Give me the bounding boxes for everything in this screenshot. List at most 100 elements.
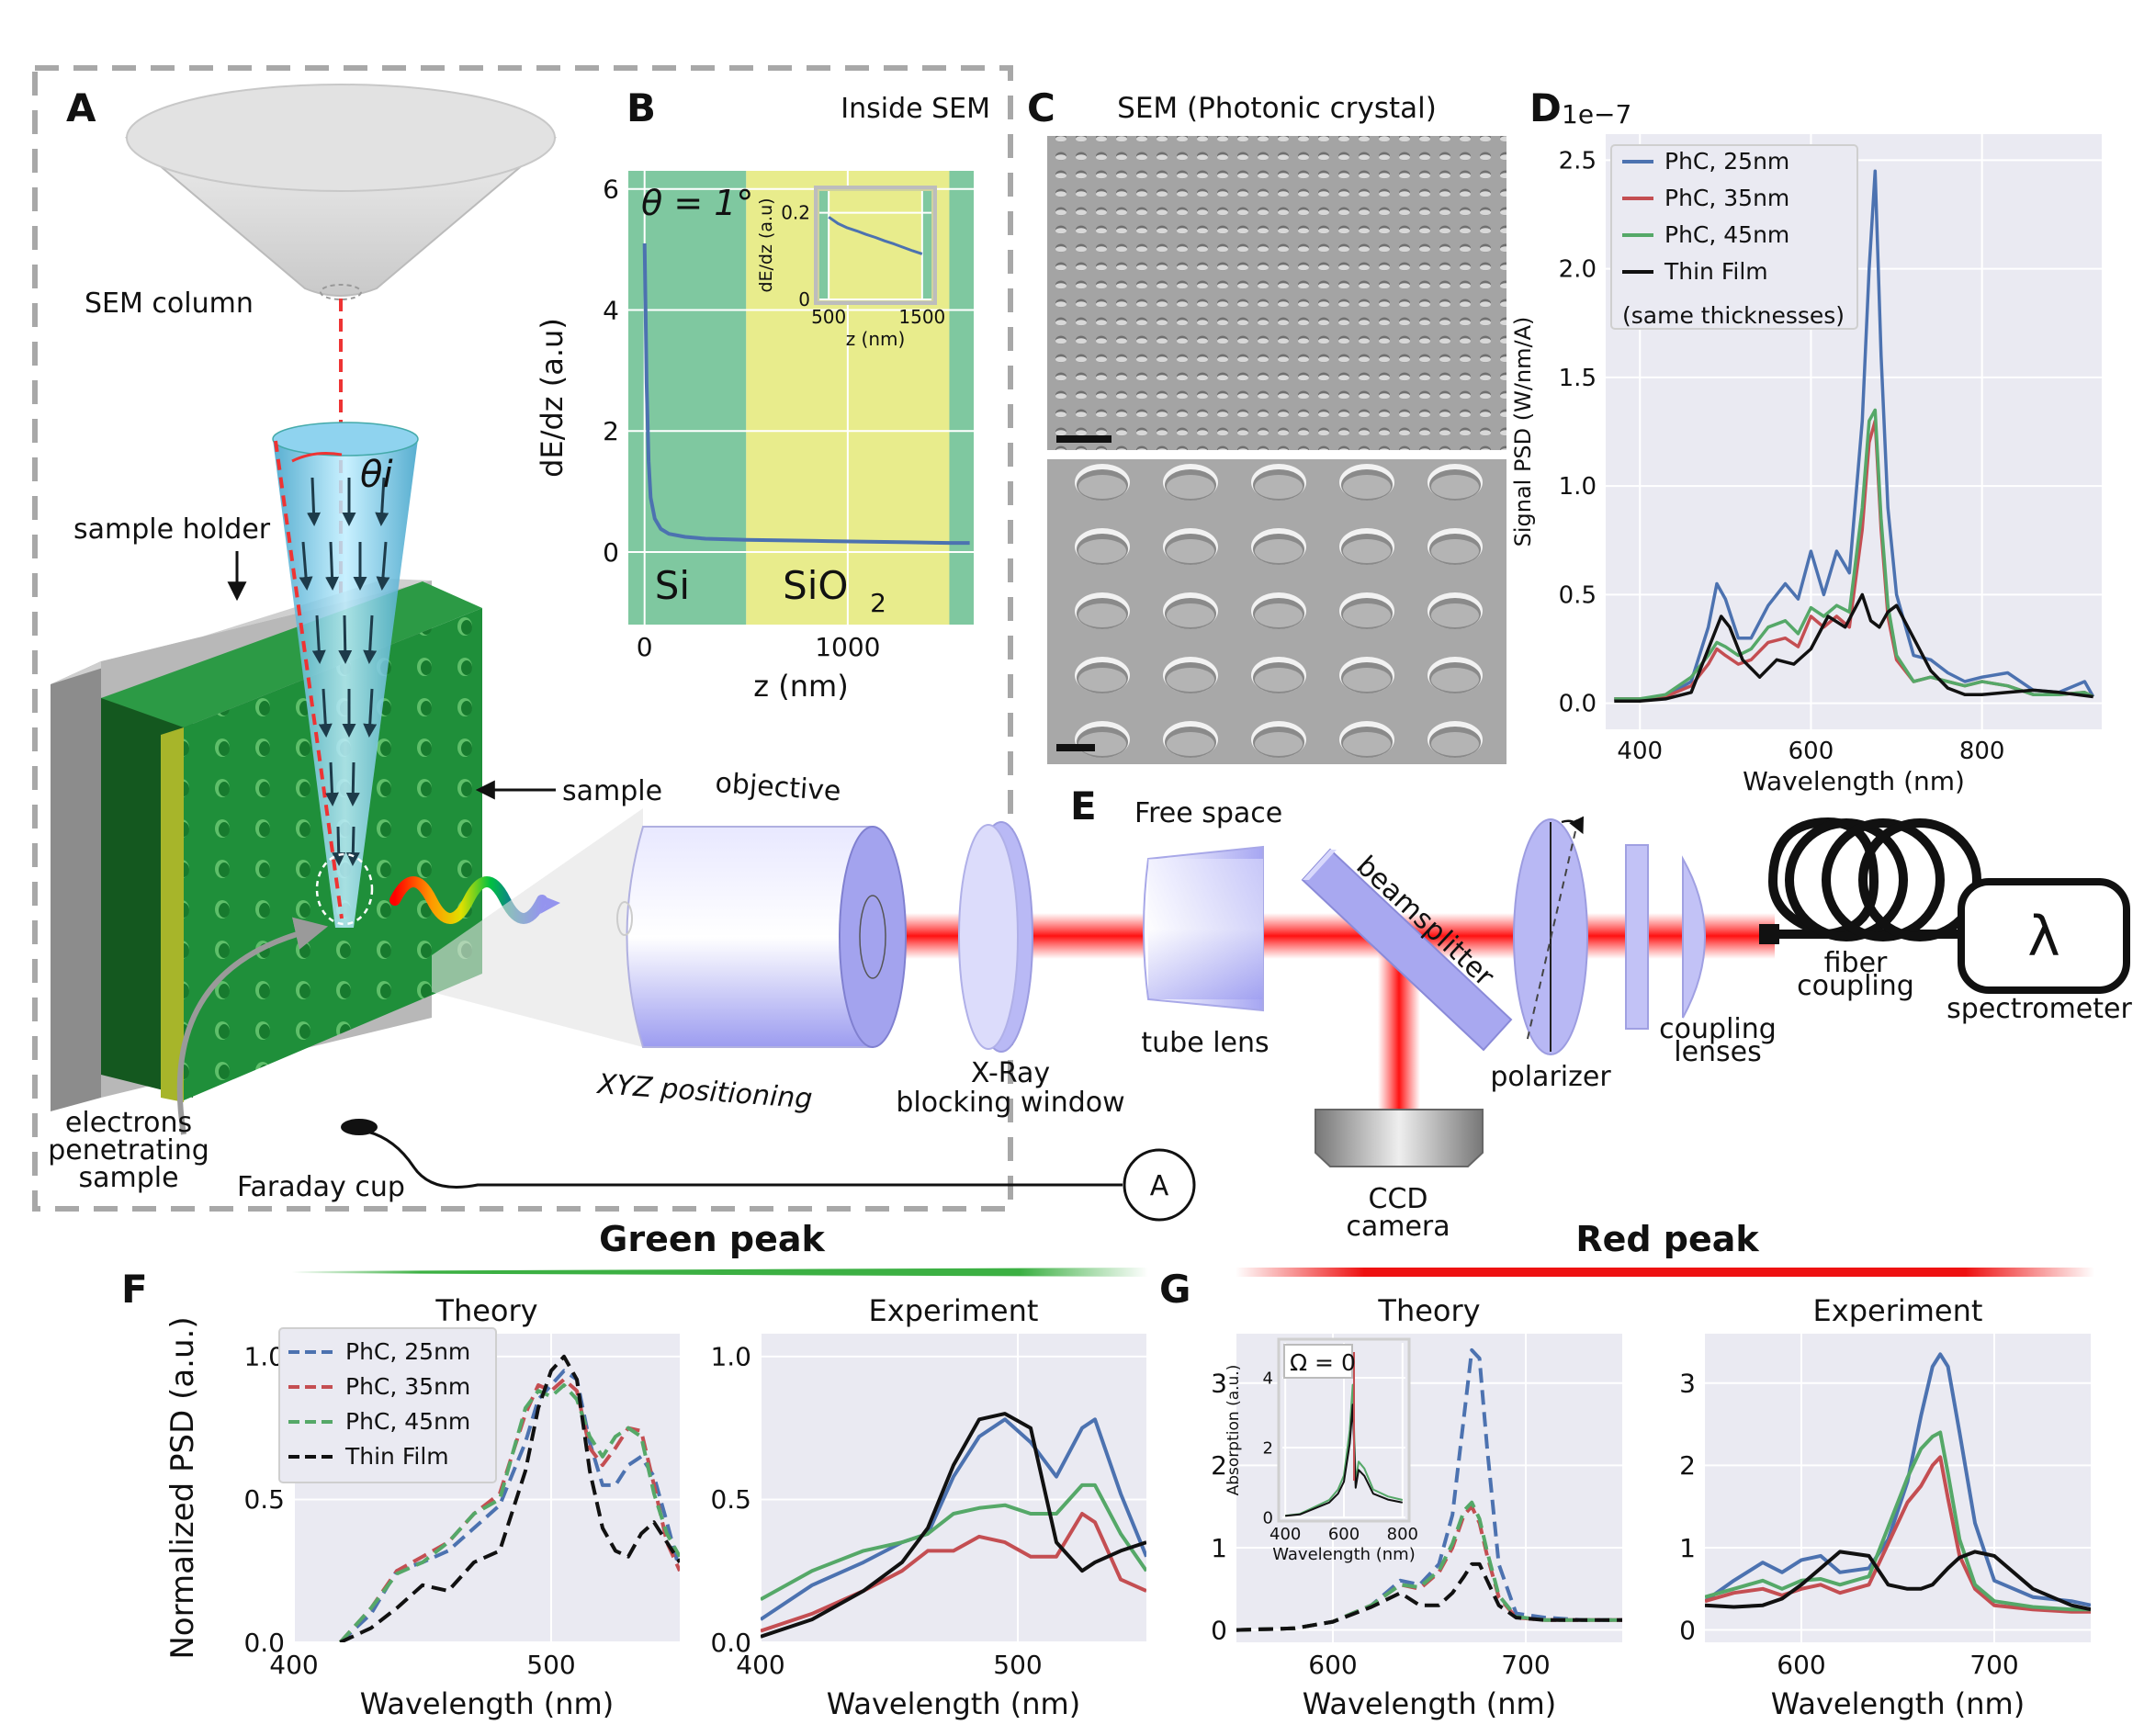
legend-frame (278, 1327, 497, 1483)
green-peak-label: Green peak (599, 1219, 825, 1259)
x-axis-label: Wavelength (nm) (360, 1686, 614, 1721)
chart-f-experiment: 400 500 0.0 0.5 1.0 Experiment Wavelength (nm) (710, 1293, 1146, 1721)
x-tick-label: 0 (637, 632, 653, 662)
legend-note: (same thicknesses) (1622, 302, 1845, 329)
scale-label: 1e−7 (1562, 99, 1631, 130)
x-axis-label: Wavelength (nm) (1743, 766, 1965, 796)
series-line (1614, 169, 2095, 701)
series-line (828, 216, 923, 255)
region-1 (829, 191, 922, 299)
y-tick-label: 0 (1263, 1508, 1273, 1527)
ammeter-icon (1123, 1148, 1196, 1222)
coupling-label-1: coupling (1659, 1013, 1777, 1045)
x-tick-label: 500 (526, 1650, 575, 1680)
tube-lens-label: tube lens (1141, 1027, 1269, 1059)
panel-label-g: G (1159, 1267, 1190, 1312)
sem-title: SEM (Photonic crystal) (1117, 92, 1437, 125)
series-line (338, 1377, 680, 1642)
y-tick-label: 2 (1679, 1450, 1696, 1481)
electron-beam-cone (272, 422, 419, 928)
y-tick-label: 0.0 (1559, 691, 1597, 718)
y-axis-label: dE/dz (a.u) (756, 197, 776, 292)
series-group (761, 1412, 1146, 1639)
electrons-label-3: sample (78, 1162, 178, 1194)
legend-entry: PhC, 25nm (345, 1338, 470, 1365)
legend-frame (1610, 144, 1858, 330)
series-group (1236, 1347, 1622, 1632)
scale-bar-bottom (1056, 744, 1095, 751)
plot-area (761, 1334, 1146, 1642)
omega-box (1283, 1344, 1353, 1379)
lambda-label: λ (2027, 905, 2060, 969)
series-group (642, 242, 970, 546)
sem-image-bottom (1047, 459, 1506, 764)
y-tick-label: 1 (1679, 1533, 1696, 1563)
y-tick-label: 1 (1211, 1533, 1227, 1563)
chart-g-experiment: 600 700 0 1 2 3 Experiment Wavelength (nm) (1679, 1293, 2091, 1721)
y-tick-label: 0 (1211, 1615, 1227, 1645)
series-line (339, 1354, 680, 1642)
faraday-wire (367, 1130, 1123, 1189)
ccd-label-2: camera (1346, 1211, 1450, 1243)
y-tick-label: 1.0 (710, 1342, 751, 1372)
y-axis-label: Normalized PSD (a.u.) (164, 1316, 201, 1659)
series-line (1285, 1383, 1404, 1517)
series-group (828, 216, 923, 255)
x-tick-label: 500 (993, 1650, 1042, 1680)
sem-column-label: SEM column (85, 287, 254, 320)
red-peak-label: Red peak (1575, 1219, 1759, 1259)
inside-sem-frame (32, 65, 1013, 1212)
panel-label-a: A (66, 85, 96, 130)
electrons-label-1: electrons (65, 1107, 192, 1139)
electrons-arrow (176, 917, 329, 1135)
series-line (1236, 1500, 1622, 1632)
panel-label-d: D (1529, 85, 1562, 130)
electrons-label-2: penetrating (48, 1134, 209, 1167)
xray-window (958, 821, 1033, 1053)
y-tick-label: 1.0 (243, 1342, 285, 1372)
spectrometer-label: spectrometer (1947, 993, 2132, 1025)
y-tick-label: 0 (1679, 1615, 1696, 1645)
polarizer (1513, 816, 1588, 1055)
region-2 (921, 191, 931, 299)
y-tick-label: 2.0 (1559, 256, 1597, 284)
y-tick-label: 1.5 (1559, 365, 1597, 392)
objective-lens (616, 826, 907, 1048)
y-tick-label: 6 (603, 175, 619, 205)
fiber-label-1: fiber (1824, 947, 1888, 979)
inside-sem-label: Inside SEM (841, 93, 990, 125)
projection-wedge (432, 808, 643, 1047)
sem-image-top (1047, 136, 1506, 450)
series-line (761, 1412, 1146, 1639)
ccd-camera (1315, 1109, 1484, 1167)
y-tick-label: 0.0 (710, 1628, 751, 1658)
series-line (1285, 1403, 1403, 1517)
series-line (1236, 1561, 1622, 1632)
y-tick-label: 0.0 (243, 1628, 285, 1658)
x-tick-label: 400 (736, 1650, 784, 1680)
red-peak-bar (1236, 1268, 2094, 1277)
series-line (338, 1383, 680, 1642)
x-tick-label: 400 (1269, 1525, 1301, 1544)
coupling-label-2: lenses (1674, 1036, 1762, 1068)
tube-lens (1143, 845, 1264, 1012)
series-line (1705, 1550, 2091, 1612)
region-label-sio2-sub: 2 (870, 588, 886, 618)
legend-f: PhC, 25nm PhC, 35nm PhC, 45nm Thin Film (278, 1327, 497, 1483)
y-tick-label: 2 (1211, 1450, 1227, 1481)
chart-title: Experiment (869, 1293, 1039, 1328)
y-tick-label: 0.5 (710, 1484, 751, 1515)
y-tick-label: 0 (798, 288, 810, 310)
chart-title: Experiment (1813, 1293, 1983, 1328)
series-line (1705, 1430, 2091, 1612)
x-tick-label: 1000 (815, 632, 880, 662)
panel-label-b: B (626, 85, 656, 130)
region-label-sio2: SiO (783, 563, 848, 608)
region-2 (949, 171, 974, 625)
xray-label-1: X-Ray (971, 1057, 1050, 1089)
legend-entry: PhC, 35nm (345, 1373, 470, 1400)
series-group (1705, 1352, 2091, 1614)
x-axis-label: Wavelength (nm) (1771, 1686, 2025, 1721)
